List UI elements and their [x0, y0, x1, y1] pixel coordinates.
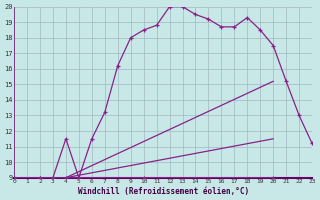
X-axis label: Windchill (Refroidissement éolien,°C): Windchill (Refroidissement éolien,°C) — [77, 187, 249, 196]
